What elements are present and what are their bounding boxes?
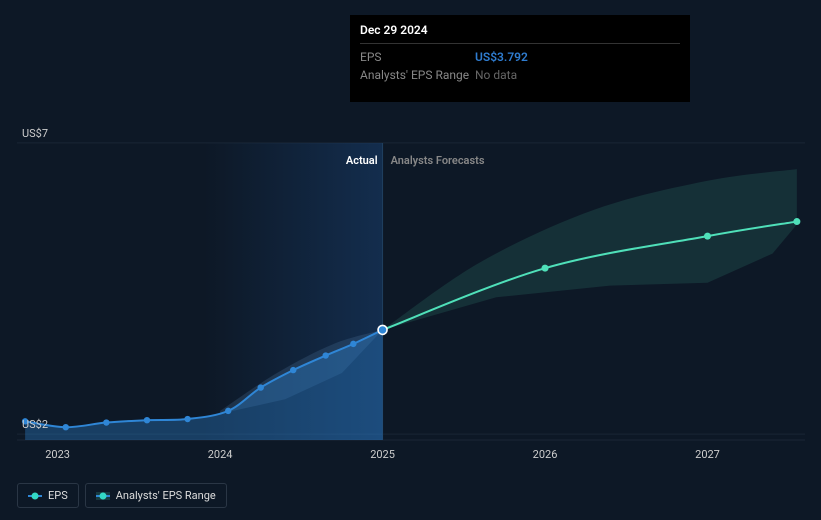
legend-label: Analysts' EPS Range — [116, 489, 216, 502]
legend-item-range[interactable]: Analysts' EPS Range — [85, 483, 227, 508]
x-axis-label: 2024 — [208, 448, 233, 461]
legend-swatch-icon — [96, 491, 110, 501]
chart-legend: EPS Analysts' EPS Range — [17, 483, 227, 508]
region-label-actual: Actual — [323, 154, 378, 167]
chart-tooltip: Dec 29 2024 EPS US$3.792 Analysts' EPS R… — [350, 15, 690, 102]
x-axis-label: 2025 — [370, 448, 395, 461]
region-label-forecast: Analysts Forecasts — [391, 154, 485, 167]
tooltip-label: EPS — [360, 50, 475, 64]
tooltip-row-eps: EPS US$3.792 — [360, 48, 680, 66]
x-axis-label: 2023 — [45, 448, 70, 461]
tooltip-label: Analysts' EPS Range — [360, 68, 475, 82]
x-axis-label: 2026 — [533, 448, 558, 461]
eps-chart: Dec 29 2024 EPS US$3.792 Analysts' EPS R… — [0, 0, 821, 520]
tooltip-value: No data — [475, 68, 517, 82]
x-axis-label: 2027 — [695, 448, 720, 461]
legend-item-eps[interactable]: EPS — [17, 483, 79, 508]
tooltip-row-range: Analysts' EPS Range No data — [360, 66, 680, 84]
y-axis-label: US$2 — [22, 418, 48, 431]
tooltip-date: Dec 29 2024 — [360, 23, 680, 44]
legend-label: EPS — [48, 489, 68, 502]
y-axis-label: US$7 — [22, 127, 48, 140]
tooltip-value: US$3.792 — [475, 50, 528, 64]
legend-swatch-icon — [28, 491, 42, 501]
